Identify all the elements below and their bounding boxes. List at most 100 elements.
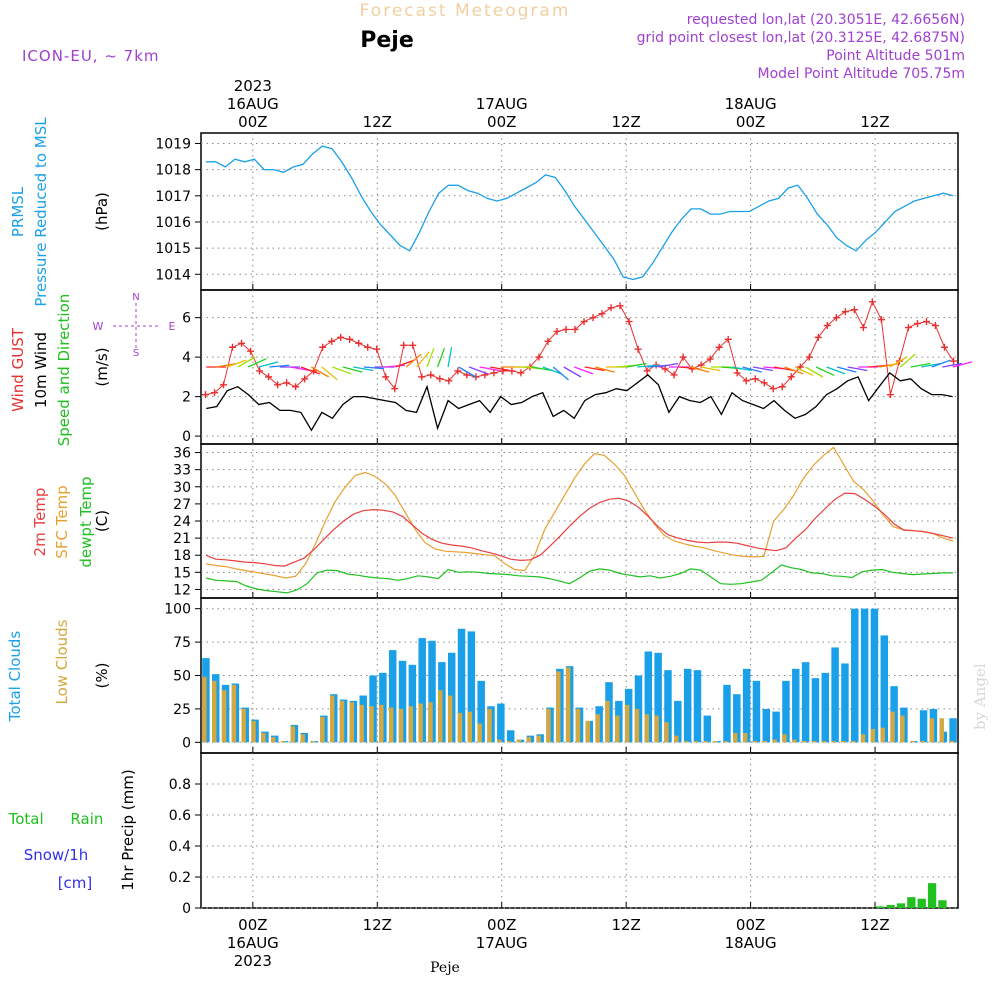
gust-marker <box>283 379 291 387</box>
panel-pressure: 1014 1015 1016 1017 1018 1019 (hPa) <box>93 132 959 291</box>
bottom-time-tick: 12Z <box>611 916 640 934</box>
bottom-date-label: 16AUG <box>227 934 279 952</box>
wind-direction-arrow <box>552 366 569 381</box>
total-clouds-bar <box>693 670 702 743</box>
y-tick-label: 21 <box>173 531 191 547</box>
low-clouds-bar <box>782 734 787 743</box>
panel-frame <box>200 132 959 291</box>
wind-direction-arrow <box>269 364 290 368</box>
gust-marker <box>814 333 822 341</box>
wind-direction-arrow <box>689 366 710 373</box>
gust-marker <box>877 316 885 324</box>
supertitle: Forecast Meteogram <box>360 1 571 21</box>
wind-direction-arrow <box>847 366 868 372</box>
rain-bar <box>917 898 926 908</box>
wind-direction-arrow <box>468 366 489 375</box>
model-label: ICON-EU, ~ 7km <box>22 47 160 65</box>
total-clouds-bar <box>841 663 849 743</box>
total-clouds-bar <box>762 708 771 743</box>
gust-marker <box>787 373 795 381</box>
gust-marker <box>418 373 426 381</box>
gust-marker <box>409 341 417 349</box>
wind-direction-arrow <box>584 366 605 372</box>
compass-s: S <box>133 348 139 359</box>
gust-line <box>205 300 954 396</box>
unit-label: (C) <box>93 510 111 532</box>
total-clouds-bar <box>408 664 417 743</box>
low-clouds-bar <box>388 707 394 743</box>
precip-label-rain: Total Rain <box>8 810 104 828</box>
low-clouds-bar <box>261 732 266 743</box>
gust-marker <box>265 373 273 381</box>
gust-marker <box>715 343 723 351</box>
gust-marker <box>760 379 768 387</box>
y-tick-label: 25 <box>173 702 191 718</box>
total-clouds-bar <box>428 640 436 743</box>
total-clouds-bar <box>703 715 712 743</box>
total-clouds-bar <box>880 635 889 743</box>
wind-direction-arrow <box>595 366 615 373</box>
wind-direction-arrow <box>384 364 405 368</box>
low-clouds-bar <box>693 740 699 743</box>
bottom-time-tick: 12Z <box>363 916 392 934</box>
gust-marker <box>517 369 525 377</box>
total-clouds-bar <box>919 710 928 743</box>
wind-direction-arrow <box>363 366 384 370</box>
total-clouds-bar <box>654 652 662 743</box>
gust-marker <box>859 324 867 332</box>
low-clouds-bar <box>595 714 600 743</box>
panel-frame <box>200 289 959 445</box>
low-clouds-bar <box>221 690 227 743</box>
unit-label: (hPa) <box>93 192 111 231</box>
wind-direction-arrow <box>353 366 374 372</box>
wind-direction-arrow <box>794 366 814 377</box>
gust-marker <box>733 369 741 377</box>
clouds-label-low: Low Clouds <box>53 619 71 704</box>
gust-marker <box>634 345 642 353</box>
gust-marker <box>292 383 300 391</box>
y-tick-label: 1015 <box>155 241 191 257</box>
total-clouds-bar <box>801 662 810 743</box>
low-clouds-bar <box>674 735 679 743</box>
total-clouds-bar <box>497 703 505 743</box>
wind-label-speed: Speed and Direction <box>55 294 73 447</box>
gust-marker <box>382 373 390 381</box>
low-clouds-bar <box>320 716 325 743</box>
gust-marker <box>580 318 588 326</box>
temp-label-sfc: SFC Temp <box>53 485 71 558</box>
wind-direction-arrow <box>311 366 330 378</box>
bottom-time-tick: 00Z <box>487 916 516 934</box>
wind-direction-arrow <box>826 366 846 375</box>
low-clouds-bar <box>644 714 650 743</box>
low-clouds-bar <box>890 711 895 743</box>
low-clouds-bar <box>752 740 758 743</box>
gust-marker <box>706 355 714 363</box>
wind-direction-arrow <box>952 361 973 368</box>
total-clouds-bar <box>477 680 485 743</box>
gust-marker <box>220 381 228 389</box>
low-clouds-bar <box>487 708 492 743</box>
wind-direction-arrow <box>227 359 247 368</box>
bottom-time-tick: 00Z <box>736 916 765 934</box>
wind-direction-arrow <box>836 366 857 373</box>
sfc-temp-line <box>205 446 954 579</box>
wind-direction-arrow <box>784 366 804 375</box>
total-clouds-bar <box>418 638 426 743</box>
precip-unit-label: 1hr Precip (mm) <box>119 769 137 890</box>
total-clouds-bar <box>772 711 780 743</box>
unit-label: (%) <box>93 663 111 689</box>
wind-direction-arrow <box>637 364 658 368</box>
gust-marker <box>949 357 957 365</box>
y-tick-label: 27 <box>173 497 191 513</box>
low-clouds-bar <box>536 735 541 743</box>
gust-marker <box>850 306 858 314</box>
low-clouds-bar <box>418 703 423 743</box>
gust-marker <box>562 325 570 333</box>
wind-direction-arrow <box>805 366 824 378</box>
gust-marker <box>688 365 696 373</box>
low-clouds-bar <box>565 667 571 743</box>
low-clouds-bar <box>310 740 315 743</box>
total-clouds-bar <box>733 694 741 743</box>
y-tick-label: 0.4 <box>169 839 191 855</box>
wind-direction-arrow <box>532 366 552 372</box>
